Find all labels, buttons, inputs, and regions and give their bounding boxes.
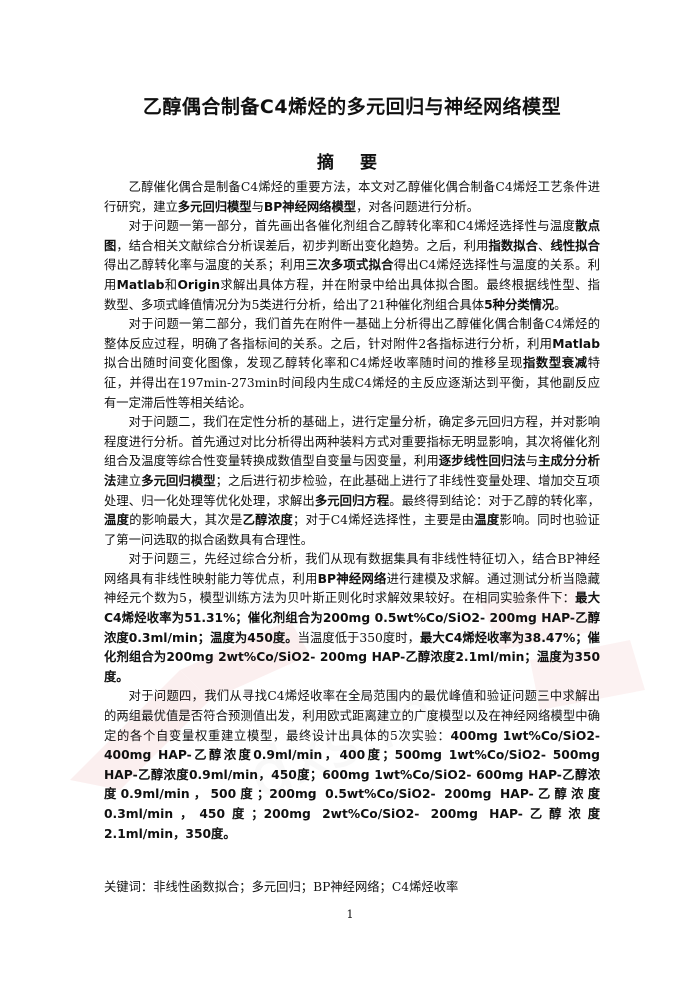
text-run: 的影响最大，其次是	[129, 513, 243, 528]
bold-phrase: 温度	[104, 513, 130, 528]
abstract-paragraph: 对于问题一第一部分，首先画出各催化剂组合乙醇转化率和C4烯烃选择性与温度散点图，…	[104, 217, 600, 315]
text-run: 对于问题一第一部分，首先画出各催化剂组合乙醇转化率和C4烯烃选择性与温度	[128, 219, 576, 234]
text-run: 拟合出随时间变化图像，发现乙醇转化率和C4烯烃收率随时间的推移呈现	[104, 356, 523, 371]
bold-phrase: 多元回归模型	[141, 473, 216, 488]
bold-phrase: 指数型衰减	[522, 356, 588, 371]
bold-phrase: 5种分类情况	[484, 297, 555, 312]
bold-phrase: 最大C4烯烃收率为38.47%；催化剂组合为200mg 2wt%Co/SiO2-…	[104, 630, 600, 684]
bold-phrase: 指数拟合	[488, 238, 539, 253]
text-run: 与	[525, 454, 539, 469]
text-run: ，对各问题进行分析。	[356, 199, 480, 214]
bold-phrase: 温度	[474, 513, 500, 528]
text-run: 。最终得到结论：对于乙醇的转化率，	[389, 493, 600, 508]
text-run: ；之后进行初步检验，在此基础上进行了非线性变量处理、增加交互项处理、归一化处理等…	[104, 473, 600, 508]
paper-title: 乙醇偶合制备C4烯烃的多元回归与神经网络模型	[142, 96, 562, 118]
abstract-body: 乙醇催化偶合是制备C4烯烃的重要方法，本文对乙醇催化偶合制备C4烯烃工艺条件进行…	[104, 178, 600, 844]
page-number: 1	[346, 908, 354, 921]
bold-phrase: Matlab	[552, 336, 600, 351]
text-run: ；对于C4烯烃选择性，主要是由	[292, 513, 475, 528]
bold-phrase: BP神经网络	[317, 571, 387, 586]
text-run: 建立	[116, 473, 142, 488]
keywords-text: 非线性函数拟合；多元回归；BP神经网络；C4烯烃收率	[153, 880, 459, 894]
bold-phrase: 逐步线性回归法	[438, 454, 526, 469]
bold-phrase: 多元回归模型	[177, 199, 252, 214]
bold-phrase: Matlab	[116, 277, 165, 292]
bold-phrase: Origin	[177, 277, 220, 292]
text-run: 对于问题四，我们从寻找C4烯烃收率在全局范围内的最优峰值和验证问题三中求解出的两…	[104, 689, 600, 743]
bold-phrase: 最大C4烯烃收率为51.31%；催化剂组合为200mg 0.5wt%Co/SiO…	[104, 591, 600, 645]
text-run: ，结合相关文献综合分析误差后，初步判断出变化趋势。之后，利用	[116, 238, 489, 253]
abstract-heading: 摘 要	[317, 153, 387, 173]
text-run: 、	[538, 238, 551, 253]
keywords-label: 关键词：	[104, 880, 154, 894]
keywords-line: 关键词：非线性函数拟合；多元回归；BP神经网络；C4烯烃收率	[104, 878, 600, 897]
text-run: 对于问题三，先经过综合分析，我们从现有数据集具有非线性特征切入，结合BP神经网络…	[104, 552, 600, 586]
text-run: 得出乙醇转化率与温度的关系；利用	[104, 258, 306, 273]
text-run: 与	[251, 199, 264, 214]
text-run: 特征，并得出在197min-273min时间段内生成C4烯烃的主反应逐渐达到平衡…	[104, 356, 600, 410]
text-run: 对于问题二，我们在定性分析的基础上，进行定量分析，确定多元回归方程，并对影响程度…	[104, 415, 600, 469]
bold-phrase: 400mg 1wt%Co/SiO2- 400mg HAP-乙醇浓度0.9ml/m…	[104, 728, 600, 841]
text-run: 影响。同时也验证了第一问选取的拟合函数具有合理性。	[104, 513, 600, 547]
text-run: 。	[554, 297, 567, 312]
abstract-paragraph: 对于问题二，我们在定性分析的基础上，进行定量分析，确定多元回归方程，并对影响程度…	[104, 413, 600, 550]
bold-phrase: 主成分分析法	[104, 454, 600, 488]
text-run: 当温度低于350度时，	[297, 630, 420, 645]
bold-phrase: 三次多项式拟合	[305, 258, 394, 273]
text-run: 进行建模及求解。通过测试分析当隐藏神经元个数为5，模型训练方法为贝叶斯正则化时求…	[104, 571, 600, 606]
abstract-paragraph: 对于问题三，先经过综合分析，我们从现有数据集具有非线性特征切入，结合BP神经网络…	[104, 550, 600, 687]
bold-phrase: 乙醇浓度	[242, 513, 293, 528]
bold-phrase: 多元回归方程	[314, 493, 390, 508]
bold-phrase: BP神经网络模型	[263, 199, 357, 214]
text-run: 求解出具体方程，并在附录中给出具体拟合图。最终根据线性型、指数型、多项式峰值情况…	[104, 277, 600, 312]
text-run: 乙醇催化偶合是制备C4烯烃的重要方法，本文对乙醇催化偶合制备C4烯烃工艺条件进行…	[104, 180, 600, 214]
abstract-paragraph: 乙醇催化偶合是制备C4烯烃的重要方法，本文对乙醇催化偶合制备C4烯烃工艺条件进行…	[104, 178, 600, 217]
text-run: 对于问题一第二部分，我们首先在附件一基础上分析得出乙醇催化偶合制备C4烯烃的整体…	[104, 317, 600, 351]
abstract-paragraph: 对于问题一第二部分，我们首先在附件一基础上分析得出乙醇催化偶合制备C4烯烃的整体…	[104, 315, 600, 413]
text-run: 和	[164, 277, 178, 292]
abstract-paragraph: 对于问题四，我们从寻找C4烯烃收率在全局范围内的最优峰值和验证问题三中求解出的两…	[104, 687, 600, 844]
bold-phrase: 散点图	[104, 219, 600, 253]
bold-phrase: 线性拟合	[550, 238, 600, 253]
text-run: 得出C4烯烃选择性与温度的关系。利用	[104, 258, 600, 292]
